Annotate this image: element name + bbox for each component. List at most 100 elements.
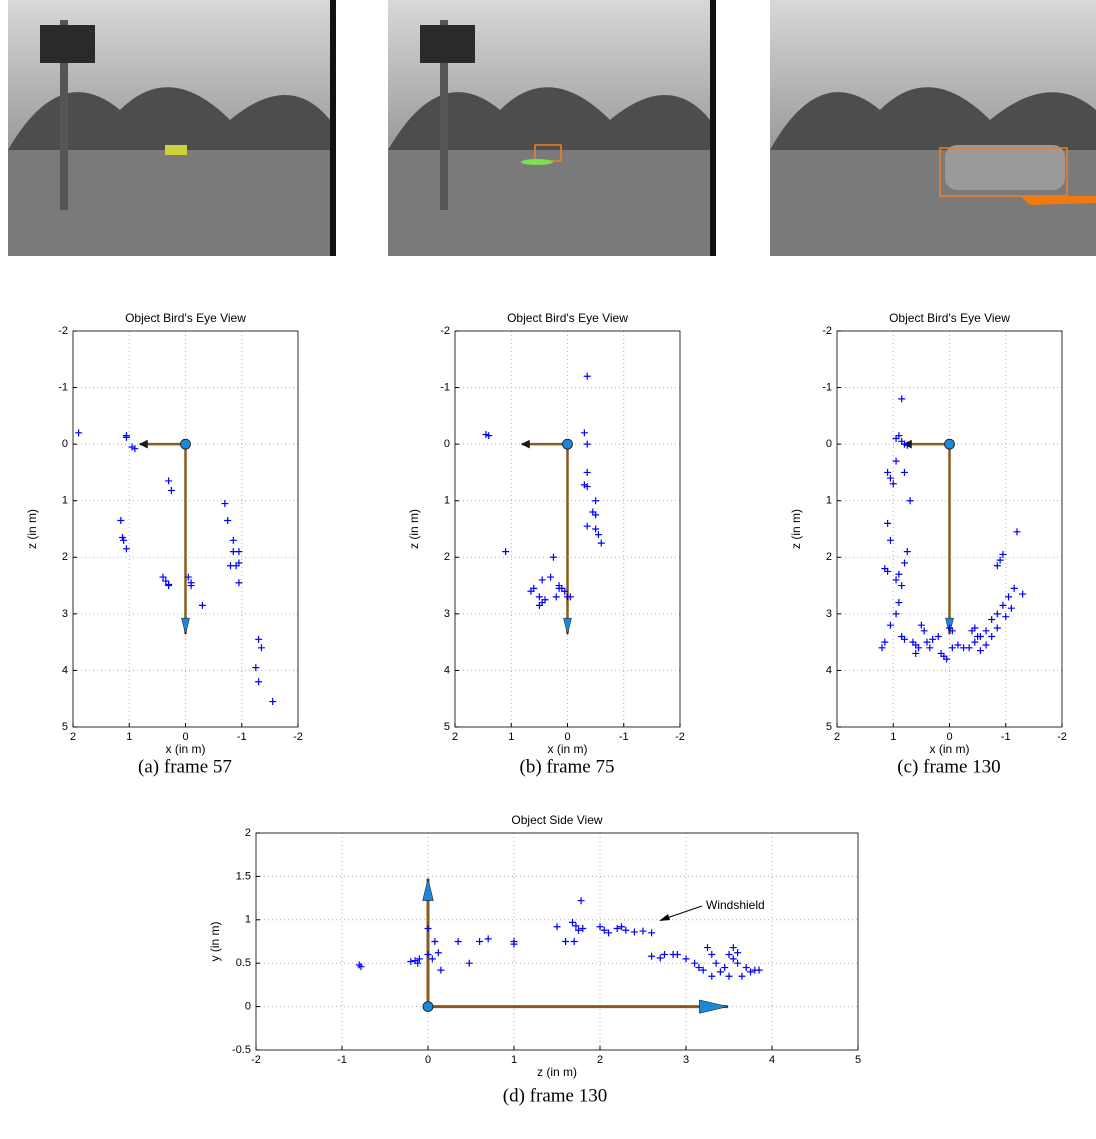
y-tick-label: 3: [826, 608, 832, 620]
point: [252, 664, 260, 672]
point: [747, 968, 754, 976]
point: [993, 624, 1001, 632]
point: [235, 579, 243, 587]
x-tick-label: -2: [293, 731, 303, 743]
point: [648, 929, 656, 937]
point: [708, 951, 716, 959]
point: [630, 928, 638, 936]
x-tick-label: -1: [337, 1054, 347, 1066]
point: [898, 582, 906, 590]
point: [117, 517, 125, 525]
point: [884, 567, 892, 575]
point: [1007, 604, 1015, 612]
point: [734, 959, 742, 967]
point: [725, 951, 733, 959]
y-tick-label: 1: [62, 495, 68, 507]
point: [476, 938, 484, 945]
point: [976, 647, 984, 655]
annotation: Windshield: [706, 898, 765, 912]
y-tick-label: 1.5: [236, 870, 251, 882]
point: [988, 632, 996, 640]
point: [929, 635, 937, 643]
x-axis-label: z (in m): [537, 1065, 577, 1079]
point: [566, 593, 574, 601]
x-tick-label: 0: [425, 1054, 431, 1066]
photo-b: [388, 0, 716, 256]
point: [721, 964, 729, 972]
x-tick-label: -2: [251, 1054, 261, 1066]
point: [424, 951, 432, 959]
y-tick-label: 5: [826, 721, 832, 733]
y-axis-label: y (in m): [208, 922, 222, 962]
point: [886, 536, 894, 544]
point: [434, 949, 442, 957]
point: [971, 638, 979, 646]
point: [699, 966, 707, 974]
caption: (c) frame 130: [897, 756, 1000, 777]
point: [901, 559, 908, 567]
point: [729, 955, 737, 963]
point: [600, 926, 608, 934]
point: [229, 536, 237, 544]
x-tick-label: 0: [182, 731, 188, 743]
y-tick-label: -2: [58, 325, 68, 337]
point: [755, 966, 763, 974]
arrow-head: [181, 617, 190, 635]
point: [934, 632, 942, 640]
point: [965, 644, 973, 652]
point: [167, 487, 175, 495]
point: [605, 929, 613, 937]
caption: (d) frame 130: [503, 1085, 607, 1106]
plot: Object Bird's Eye View 2 1 0 -1 -2 -2 -1 0 1 2 3 4 5 x…: [407, 311, 685, 777]
x-tick-label: 0: [946, 731, 952, 743]
point: [583, 468, 591, 476]
arrow-head: [563, 617, 572, 635]
arrow-head: [699, 999, 729, 1014]
arrow-head: [422, 878, 434, 901]
y-tick-label: 0: [245, 1001, 251, 1013]
point: [562, 938, 570, 945]
point: [912, 649, 920, 657]
point: [465, 959, 473, 967]
chart-title: Object Bird's Eye View: [507, 311, 628, 325]
point: [552, 593, 560, 601]
plot-frame: [255, 832, 859, 1051]
point: [165, 477, 173, 485]
point: [428, 955, 436, 963]
x-tick-label: 2: [597, 1054, 603, 1066]
point: [948, 627, 956, 635]
y-tick-label: 4: [826, 664, 832, 676]
point: [729, 944, 737, 952]
point: [889, 480, 897, 488]
point: [648, 952, 656, 960]
point: [639, 927, 647, 935]
chart-title: Object Bird's Eye View: [889, 311, 1010, 325]
point: [920, 627, 928, 635]
point: [580, 429, 588, 437]
x-tick-label: 1: [511, 1054, 517, 1066]
plot-frame: [454, 330, 681, 728]
point: [884, 519, 892, 527]
y-axis-label: z (in m): [407, 509, 421, 549]
point: [224, 517, 232, 525]
point: [704, 944, 711, 952]
point: [414, 959, 422, 967]
x-tick-label: -1: [1001, 731, 1011, 743]
point: [742, 964, 750, 972]
x-tick-label: 2: [452, 731, 458, 743]
point: [131, 445, 139, 453]
point: [221, 500, 229, 508]
point: [915, 644, 923, 652]
x-tick-label: 4: [769, 1054, 775, 1066]
x-tick-label: 1: [508, 731, 514, 743]
x-tick-label: 0: [564, 731, 570, 743]
point: [184, 573, 192, 581]
point: [510, 938, 518, 945]
y-tick-label: 1: [826, 495, 832, 507]
point: [592, 511, 600, 519]
point: [570, 938, 578, 945]
point: [75, 429, 83, 437]
point: [484, 935, 492, 943]
point: [982, 627, 990, 635]
point: [903, 441, 911, 449]
